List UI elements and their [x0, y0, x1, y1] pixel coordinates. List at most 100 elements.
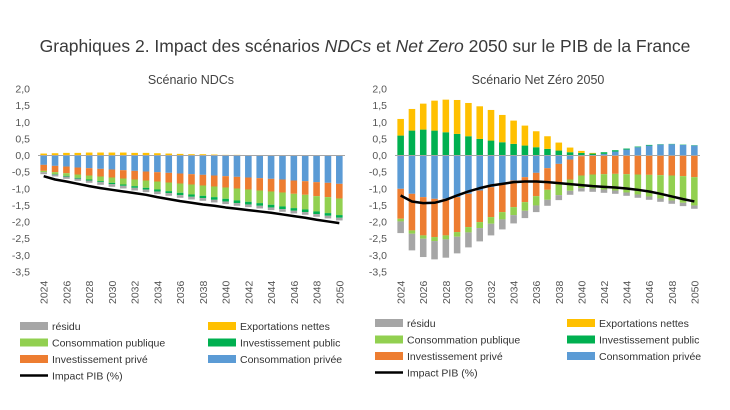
y-tick-label: -1,0 [12, 183, 30, 195]
bar-residu [324, 215, 332, 219]
x-tick-label: 2026 [418, 280, 430, 304]
legend-swatch-inv_pub [567, 335, 595, 344]
x-tick-label: 2034 [509, 280, 521, 304]
bar-cons_pub [119, 178, 127, 185]
bar-cons_priv [645, 145, 653, 156]
bar-residu [188, 196, 195, 200]
bar-inv_pub [544, 148, 551, 156]
bar-cons_priv [453, 155, 461, 198]
y-tick-label: -2,5 [369, 233, 387, 245]
legend-label-inv_priv: Investissement privé [52, 354, 148, 366]
bar-cons_pub [51, 172, 59, 175]
bar-residu [487, 223, 495, 236]
bar-cons_priv [222, 155, 229, 177]
bar-exports [442, 99, 450, 133]
bar-cons_pub [222, 187, 229, 199]
bar-inv_pub [108, 182, 116, 185]
bar-inv_priv [324, 182, 332, 198]
bar-residu [40, 172, 47, 175]
legend-swatch-inv_priv [375, 352, 403, 360]
bar-cons_priv [176, 155, 184, 174]
y-tick-label: 0,0 [372, 150, 387, 162]
bar-residu [51, 174, 59, 177]
bar-cons_priv [487, 155, 495, 188]
x-tick-label: 2048 [667, 280, 679, 304]
main-title: Graphiques 2. Impact des scénarios NDCs … [0, 36, 730, 57]
bar-exports [419, 103, 427, 130]
bar-cons_pub [431, 237, 438, 242]
bar-cons_pub [267, 191, 275, 205]
bar-inv_priv [566, 159, 574, 180]
bar-cons_pub [97, 176, 104, 182]
bar-cons_pub [600, 174, 608, 190]
bar-residu [301, 212, 309, 215]
bar-residu [336, 217, 343, 221]
legend-label-residu: résidu [52, 321, 81, 333]
bar-cons_pub [301, 194, 309, 210]
bar-inv_pub [645, 144, 653, 146]
bar-cons_priv [165, 155, 173, 173]
bar-cons_pub [188, 184, 195, 195]
bar-inv_pub [397, 135, 404, 156]
bar-inv_priv [510, 180, 517, 208]
bar-cons_pub [154, 181, 161, 190]
legend-swatch-cons_priv [567, 352, 595, 360]
legend-swatch-cons_pub [375, 335, 403, 344]
bar-exports [85, 152, 93, 156]
bar-cons_pub [442, 235, 450, 240]
bar-inv_priv [476, 190, 483, 223]
bar-cons_pub [245, 189, 252, 202]
bar-cons_pub [313, 196, 320, 212]
bar-inv_pub [623, 148, 630, 150]
bar-inv_priv [544, 168, 551, 190]
bar-residu [233, 203, 241, 206]
bar-residu [566, 190, 574, 195]
bar-residu [290, 210, 298, 214]
bar-residu [222, 201, 229, 205]
chart-ndcs-title: Scénario NDCs [148, 73, 234, 87]
bar-exports [555, 142, 563, 151]
bar-cons_priv [691, 145, 698, 156]
bar-inv_pub [578, 152, 585, 156]
bar-cons_pub [532, 196, 540, 206]
bar-inv_priv [290, 180, 298, 194]
bar-residu [612, 190, 619, 194]
bar-cons_pub [290, 193, 298, 209]
bar-residu [431, 241, 438, 260]
bar-inv_priv [85, 168, 93, 176]
bar-inv_pub [142, 187, 150, 190]
x-tick-label: 2046 [644, 280, 656, 304]
legend-swatch-cons_priv [208, 355, 236, 363]
x-tick-label: 2042 [599, 280, 611, 304]
y-tick-label: -1,5 [369, 200, 387, 212]
bar-inv_pub [442, 132, 450, 156]
bar-residu [131, 187, 138, 191]
bar-inv_pub [85, 179, 93, 181]
legend-label-inv_priv: Investissement privé [407, 351, 503, 363]
bar-cons_priv [279, 155, 286, 180]
bar-inv_priv [612, 155, 619, 174]
bar-residu [210, 199, 218, 203]
bar-exports [487, 109, 495, 141]
legend-swatch-exports [567, 319, 595, 327]
bar-residu [589, 188, 596, 192]
x-tick-label: 2028 [441, 280, 453, 304]
bar-inv_pub [566, 152, 574, 156]
bar-inv_priv [645, 155, 653, 175]
bar-cons_priv [612, 151, 619, 156]
bar-cons_pub [499, 212, 506, 220]
bar-residu [279, 209, 286, 212]
legend-netzero: résidu Exportations nettes Consommation pu… [375, 318, 701, 380]
bar-inv_pub [63, 175, 70, 177]
bar-inv_priv [668, 155, 676, 176]
bar-inv_priv [279, 179, 286, 193]
legend-label-inv_pub: Investissement public [599, 335, 699, 347]
bar-residu [199, 198, 207, 201]
bar-cons_priv [51, 155, 59, 166]
bar-inv_priv [142, 171, 150, 181]
bar-cons_priv [555, 155, 563, 164]
x-tick-label: 2038 [554, 280, 566, 304]
bar-residu [578, 188, 585, 192]
bar-inv_priv [532, 172, 540, 197]
bar-cons_priv [256, 155, 264, 179]
